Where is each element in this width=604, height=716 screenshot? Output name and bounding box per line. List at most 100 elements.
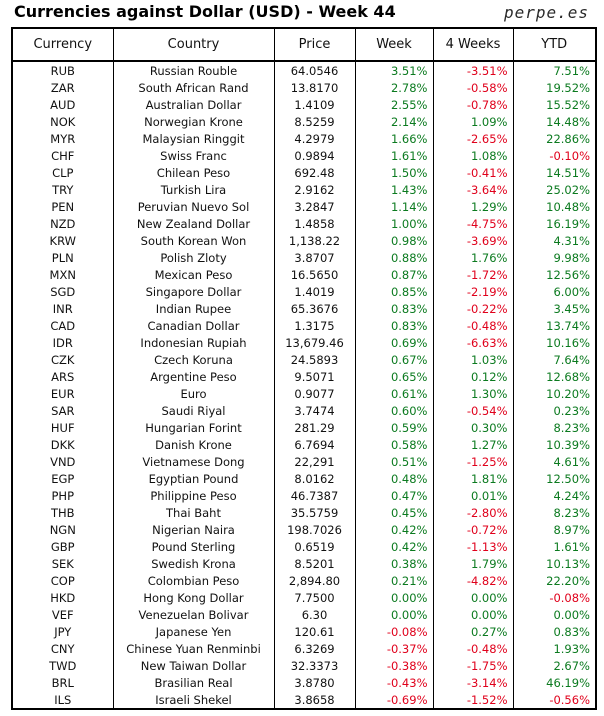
cell-country: Malaysian Ringgit (112, 130, 275, 147)
cell-country: New Zealand Dollar (112, 215, 275, 232)
cell-ytd: 7.64% (512, 351, 597, 368)
cell-currency: PHP (11, 487, 114, 504)
cell-price: 4.2979 (273, 130, 356, 147)
table-row: ZAR South African Rand 13.8170 2.78% -0.58% 1… (11, 79, 597, 96)
cell-ytd: 25.02% (512, 181, 597, 198)
cell-week: -0.69% (354, 691, 434, 709)
cell-ytd: 46.19% (512, 674, 597, 691)
table-row: AUD Australian Dollar 1.4109 2.55% -0.78% 15.… (11, 96, 597, 113)
cell-4-weeks: -1.13% (432, 538, 514, 555)
cell-ytd: 3.45% (512, 300, 597, 317)
cell-ytd: 7.51% (512, 61, 597, 79)
cell-price: 3.2847 (273, 198, 356, 215)
cell-country: Australian Dollar (112, 96, 275, 113)
cell-ytd: 16.19% (512, 215, 597, 232)
cell-4-weeks: 1.76% (432, 249, 514, 266)
cell-4-weeks: 0.00% (432, 589, 514, 606)
cell-price: 1.3175 (273, 317, 356, 334)
table-row: CHF Swiss Franc 0.9894 1.61% 1.08% -0.10% (11, 147, 597, 164)
cell-country: Danish Krone (112, 436, 275, 453)
table-row: RUB Russian Rouble 64.0546 3.51% -3.51% 7.51% (11, 61, 597, 79)
cell-country: Indonesian Rupiah (112, 334, 275, 351)
cell-4-weeks: -3.51% (432, 61, 514, 79)
cell-price: 281.29 (273, 419, 356, 436)
cell-4-weeks: -3.14% (432, 674, 514, 691)
cell-country: Nigerian Naira (112, 521, 275, 538)
cell-week: 1.61% (354, 147, 434, 164)
cell-ytd: 1.61% (512, 538, 597, 555)
cell-4-weeks: 1.30% (432, 385, 514, 402)
cell-price: 0.9077 (273, 385, 356, 402)
cell-week: 0.42% (354, 538, 434, 555)
cell-4-weeks: -4.82% (432, 572, 514, 589)
cell-week: 3.51% (354, 61, 434, 79)
table-row: NGN Nigerian Naira 198.7026 0.42% -0.72% 8.97… (11, 521, 597, 538)
cell-price: 35.5759 (273, 504, 356, 521)
cell-4-weeks: -0.48% (432, 317, 514, 334)
cell-currency: IDR (11, 334, 114, 351)
cell-currency: DKK (11, 436, 114, 453)
cell-week: -0.08% (354, 623, 434, 640)
cell-price: 0.6519 (273, 538, 356, 555)
cell-4-weeks: 0.27% (432, 623, 514, 640)
cell-country: Hungarian Forint (112, 419, 275, 436)
cell-country: Colombian Peso (112, 572, 275, 589)
cell-week: 0.47% (354, 487, 434, 504)
cell-country: South Korean Won (112, 232, 275, 249)
cell-week: 0.87% (354, 266, 434, 283)
cell-currency: VEF (11, 606, 114, 623)
cell-currency: TRY (11, 181, 114, 198)
cell-week: 0.85% (354, 283, 434, 300)
table-row: CNY Chinese Yuan Renminbi 6.3269 -0.37% -0.4… (11, 640, 597, 657)
cell-currency: MXN (11, 266, 114, 283)
table-row: SGD Singapore Dollar 1.4019 0.85% -2.19% 6.00… (11, 283, 597, 300)
cell-week: 1.00% (354, 215, 434, 232)
cell-currency: ZAR (11, 79, 114, 96)
page-title: Currencies against Dollar (USD) - Week 4… (14, 2, 396, 21)
cell-week: 1.14% (354, 198, 434, 215)
cell-currency: ILS (11, 691, 114, 709)
cell-currency: NGN (11, 521, 114, 538)
cell-week: 0.65% (354, 368, 434, 385)
table-row: MYR Malaysian Ringgit 4.2979 1.66% -2.65% 22.… (11, 130, 597, 147)
cell-currency: CZK (11, 351, 114, 368)
cell-price: 24.5893 (273, 351, 356, 368)
cell-currency: PEN (11, 198, 114, 215)
cell-price: 1.4019 (273, 283, 356, 300)
cell-ytd: 14.48% (512, 113, 597, 130)
cell-country: Brasilian Real (112, 674, 275, 691)
cell-price: 3.8707 (273, 249, 356, 266)
cell-week: -0.43% (354, 674, 434, 691)
cell-ytd: 0.83% (512, 623, 597, 640)
cell-4-weeks: -0.58% (432, 79, 514, 96)
cell-4-weeks: 1.79% (432, 555, 514, 572)
cell-week: -0.37% (354, 640, 434, 657)
cell-4-weeks: -4.75% (432, 215, 514, 232)
cell-4-weeks: -3.69% (432, 232, 514, 249)
cell-4-weeks: -1.72% (432, 266, 514, 283)
table-row: SEK Swedish Krona 8.5201 0.38% 1.79% 10.13% (11, 555, 597, 572)
cell-price: 6.7694 (273, 436, 356, 453)
cell-ytd: -0.08% (512, 589, 597, 606)
cell-ytd: 8.97% (512, 521, 597, 538)
cell-country: Chilean Peso (112, 164, 275, 181)
table-row: ARS Argentine Peso 9.5071 0.65% 0.12% 12.68% (11, 368, 597, 385)
table-row: JPY Japanese Yen 120.61 -0.08% 0.27% 0.83% (11, 623, 597, 640)
cell-country: Israeli Shekel (112, 691, 275, 709)
cell-price: 8.5201 (273, 555, 356, 572)
table-row: COP Colombian Peso 2,894.80 0.21% -4.82% 22.2… (11, 572, 597, 589)
cell-ytd: 10.39% (512, 436, 597, 453)
cell-price: 16.5650 (273, 266, 356, 283)
table-row: TRY Turkish Lira 2.9162 1.43% -3.64% 25.02% (11, 181, 597, 198)
cell-country: Russian Rouble (112, 61, 275, 79)
cell-ytd: -0.10% (512, 147, 597, 164)
cell-ytd: 0.00% (512, 606, 597, 623)
cell-country: Thai Baht (112, 504, 275, 521)
cell-week: 2.78% (354, 79, 434, 96)
cell-country: Japanese Yen (112, 623, 275, 640)
cell-ytd: 10.20% (512, 385, 597, 402)
cell-4-weeks: 1.03% (432, 351, 514, 368)
table-row: PEN Peruvian Nuevo Sol 3.2847 1.14% 1.29% 10.… (11, 198, 597, 215)
cell-ytd: 12.50% (512, 470, 597, 487)
cell-ytd: 22.20% (512, 572, 597, 589)
